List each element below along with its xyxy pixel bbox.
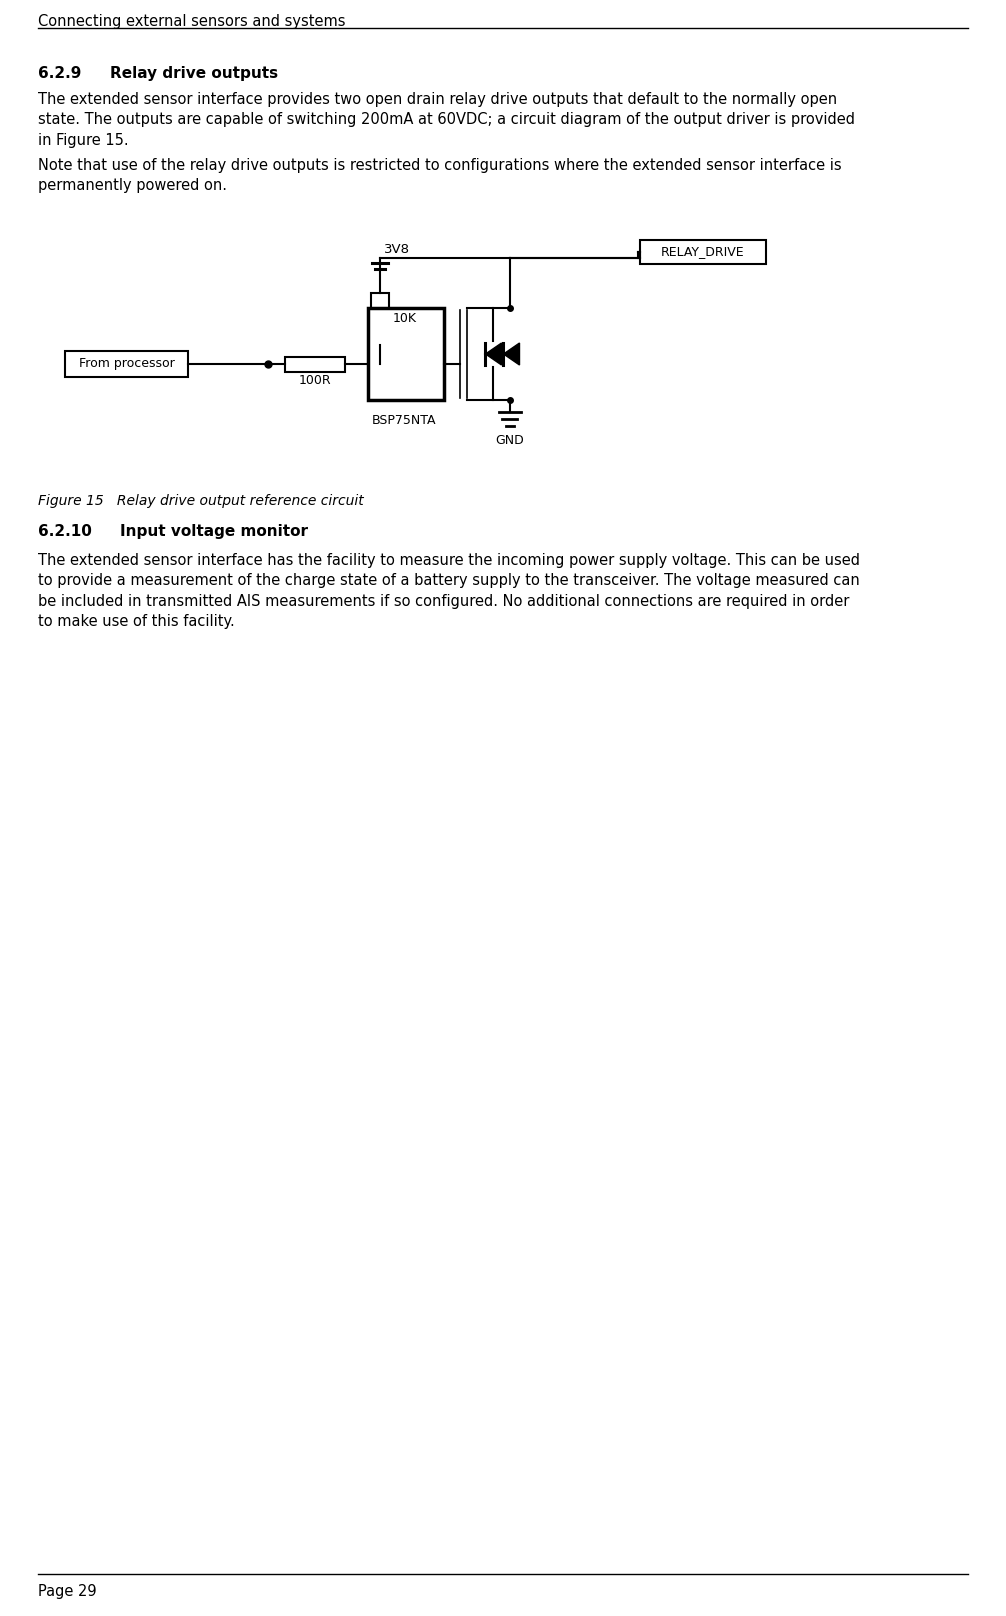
FancyBboxPatch shape xyxy=(65,351,188,377)
Text: BSP75NTA: BSP75NTA xyxy=(372,414,437,427)
Bar xyxy=(371,292,389,344)
Text: 6.2.9: 6.2.9 xyxy=(38,66,81,81)
Text: Connecting external sensors and systems: Connecting external sensors and systems xyxy=(38,15,345,29)
Bar xyxy=(368,309,444,401)
FancyBboxPatch shape xyxy=(640,241,766,263)
Text: From processor: From processor xyxy=(78,357,174,370)
Text: Input voltage monitor: Input voltage monitor xyxy=(120,524,308,540)
Text: 6.2.10: 6.2.10 xyxy=(38,524,92,540)
Text: GND: GND xyxy=(496,435,524,448)
Text: 10K: 10K xyxy=(393,312,417,325)
Polygon shape xyxy=(486,343,502,365)
Bar xyxy=(285,357,345,372)
Text: Page 29: Page 29 xyxy=(38,1584,97,1598)
Text: Note that use of the relay drive outputs is restricted to configurations where t: Note that use of the relay drive outputs… xyxy=(38,158,842,194)
Text: 100R: 100R xyxy=(299,373,331,386)
Text: Figure 15   Relay drive output reference circuit: Figure 15 Relay drive output reference c… xyxy=(38,494,364,507)
Text: 3V8: 3V8 xyxy=(384,242,410,255)
Text: RELAY_DRIVE: RELAY_DRIVE xyxy=(661,246,744,259)
Text: Relay drive outputs: Relay drive outputs xyxy=(110,66,278,81)
Text: The extended sensor interface provides two open drain relay drive outputs that d: The extended sensor interface provides t… xyxy=(38,92,855,147)
Polygon shape xyxy=(503,343,519,365)
Text: The extended sensor interface has the facility to measure the incoming power sup: The extended sensor interface has the fa… xyxy=(38,553,860,629)
